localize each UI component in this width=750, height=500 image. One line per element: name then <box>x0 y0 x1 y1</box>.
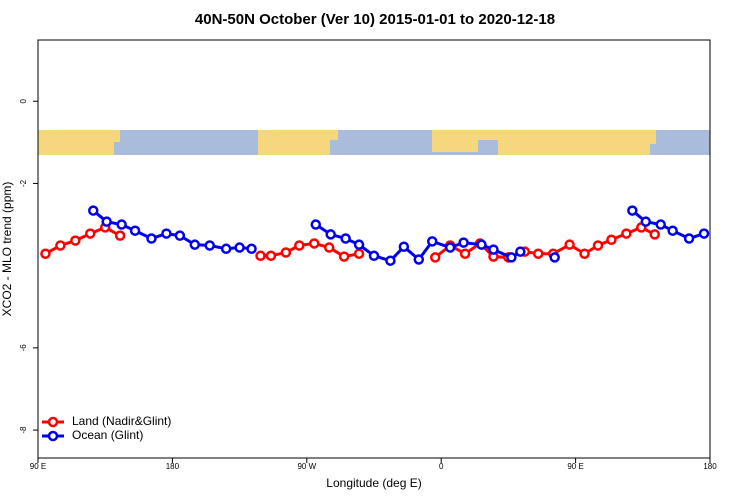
map-strip <box>38 130 710 155</box>
data-point <box>189 239 201 250</box>
data-point <box>606 234 617 246</box>
data-point <box>413 254 425 265</box>
data-point <box>101 216 112 227</box>
y-axis-label: XCO2 - MLO trend (ppm) <box>0 182 14 317</box>
data-point <box>55 240 66 251</box>
data-point <box>129 225 141 236</box>
data-point <box>353 239 365 250</box>
data-point <box>255 250 266 262</box>
y-tick-label: -2 <box>19 179 28 187</box>
data-point <box>85 228 96 239</box>
data-point <box>385 255 396 266</box>
data-point <box>40 248 51 259</box>
y-tick-label: -8 <box>19 426 28 434</box>
legend-label: Ocean (Glint) <box>72 428 143 442</box>
x-tick-label: 90 E <box>567 462 583 471</box>
x-tick-label: 0 <box>439 462 444 471</box>
data-point <box>338 251 350 262</box>
data-point <box>116 219 127 230</box>
legend-label: Land (Nadir&Glint) <box>72 414 171 428</box>
data-point <box>280 247 292 258</box>
data-point <box>621 228 632 239</box>
data-point <box>353 248 365 259</box>
data-point <box>398 241 410 252</box>
data-point <box>698 228 710 239</box>
data-point <box>640 216 652 227</box>
data-point <box>458 237 469 248</box>
data-point <box>429 252 441 263</box>
data-point <box>533 248 544 259</box>
data-point <box>161 228 172 239</box>
data-point <box>88 205 99 216</box>
plot-frame <box>37 39 711 459</box>
data-point <box>368 250 380 262</box>
y-tick-label: -6 <box>19 344 28 352</box>
data-point <box>310 219 322 230</box>
data-point <box>323 242 335 253</box>
data-point <box>459 248 471 259</box>
x-tick-label: 180 <box>703 462 717 471</box>
data-point <box>146 233 157 244</box>
data-point <box>649 229 660 240</box>
data-point <box>204 240 215 251</box>
data-point <box>549 252 560 263</box>
data-point <box>592 240 604 251</box>
legend-marker <box>47 416 59 428</box>
data-point <box>340 233 351 244</box>
data-point <box>114 230 126 241</box>
data-point <box>70 235 81 246</box>
data-point <box>174 230 186 241</box>
y-tick-label: 0 <box>19 98 28 103</box>
data-point <box>476 239 487 250</box>
data-point <box>294 240 305 251</box>
data-point <box>444 242 456 253</box>
data-point <box>309 238 320 249</box>
data-point <box>234 242 245 253</box>
data-point <box>564 239 575 250</box>
data-point <box>325 229 336 240</box>
data-point <box>667 225 678 236</box>
data-point <box>627 205 638 216</box>
data-point <box>246 243 257 255</box>
data-point <box>655 219 666 230</box>
data-point <box>506 252 517 263</box>
data-point <box>265 250 277 262</box>
legend-marker <box>47 430 59 442</box>
x-tick-label: 90 W <box>297 462 316 471</box>
data-point <box>683 233 695 244</box>
data-point <box>426 236 438 247</box>
data-point <box>515 246 526 257</box>
data-point <box>488 244 499 255</box>
data-point <box>220 243 232 255</box>
x-tick-label: 180 <box>166 462 180 471</box>
x-axis-label: Longitude (deg E) <box>326 476 421 490</box>
x-tick-label: 90 E <box>30 462 46 471</box>
data-point <box>579 248 590 259</box>
chart-title: 40N-50N October (Ver 10) 2015-01-01 to 2… <box>195 11 555 28</box>
